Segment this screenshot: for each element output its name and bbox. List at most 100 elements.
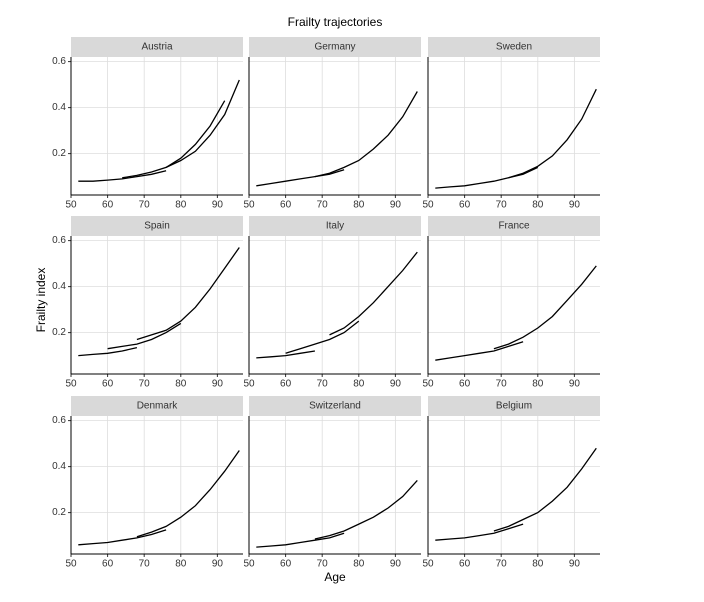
x-tick-label: 60 <box>102 379 114 390</box>
panel-title: Austria <box>141 42 173 53</box>
strip <box>428 37 600 57</box>
x-tick-label: 50 <box>243 379 255 390</box>
trajectory-line <box>256 532 345 548</box>
chart-title: Frailty trajectories <box>288 15 383 29</box>
x-tick-label: 70 <box>139 379 151 390</box>
panel-title: Italy <box>326 221 344 232</box>
x-tick-label: 50 <box>422 379 434 390</box>
x-tick-label: 80 <box>353 379 365 390</box>
x-tick-label: 80 <box>175 379 187 390</box>
x-tick-label: 50 <box>422 559 434 570</box>
x-tick-label: 60 <box>102 200 114 211</box>
x-tick-label: 70 <box>317 559 329 570</box>
y-tick-label: 0.4 <box>52 281 66 292</box>
x-tick-label: 80 <box>532 200 544 211</box>
x-tick-label: 70 <box>139 200 151 211</box>
x-tick-label: 80 <box>532 559 544 570</box>
strip <box>71 216 243 236</box>
x-tick-label: 80 <box>175 200 187 211</box>
panel-title: Denmark <box>137 401 179 412</box>
x-tick-label: 70 <box>496 559 508 570</box>
y-tick-label: 0.6 <box>52 415 66 426</box>
x-tick-label: 50 <box>65 200 77 211</box>
panel-title: Switzerland <box>309 401 361 412</box>
trajectory-line <box>256 169 345 187</box>
strip <box>71 396 243 416</box>
x-tick-label: 90 <box>390 559 402 570</box>
trajectory-line <box>78 170 167 182</box>
panel-bg <box>71 236 243 374</box>
trajectory-line <box>285 320 360 354</box>
x-tick-label: 80 <box>353 200 365 211</box>
trajectory-line <box>136 450 240 538</box>
x-tick-label: 90 <box>569 379 581 390</box>
y-tick-label: 0.6 <box>52 56 66 67</box>
panel-title: Spain <box>144 221 170 232</box>
x-tick-label: 90 <box>390 379 402 390</box>
strip <box>249 216 421 236</box>
strip <box>428 216 600 236</box>
x-tick-label: 50 <box>65 379 77 390</box>
panel-bg <box>428 416 600 554</box>
x-tick-label: 60 <box>459 200 471 211</box>
strip <box>71 37 243 57</box>
x-tick-label: 90 <box>390 200 402 211</box>
x-tick-label: 90 <box>569 559 581 570</box>
panel-bg <box>249 416 421 554</box>
y-tick-label: 0.4 <box>52 102 66 113</box>
x-tick-label: 70 <box>496 379 508 390</box>
x-tick-label: 90 <box>212 379 224 390</box>
trajectory-line <box>435 341 524 361</box>
x-tick-label: 60 <box>280 559 292 570</box>
x-tick-label: 60 <box>280 200 292 211</box>
x-tick-label: 50 <box>65 559 77 570</box>
x-tick-label: 60 <box>459 559 471 570</box>
x-tick-label: 90 <box>212 559 224 570</box>
y-tick-label: 0.6 <box>52 235 66 246</box>
x-tick-label: 70 <box>317 379 329 390</box>
x-tick-label: 50 <box>243 559 255 570</box>
trajectory-line <box>165 79 240 168</box>
x-tick-label: 50 <box>243 200 255 211</box>
panel-title: Germany <box>314 42 355 53</box>
panel-title: France <box>498 221 530 232</box>
trajectory-line <box>329 251 418 336</box>
trajectory-line <box>435 166 539 189</box>
trajectory-line <box>314 479 418 540</box>
panel-bg <box>428 236 600 374</box>
panel-bg <box>428 57 600 195</box>
y-tick-label: 0.2 <box>52 327 66 338</box>
trajectory-line <box>107 322 182 350</box>
x-tick-label: 60 <box>280 379 292 390</box>
trajectory-line <box>435 523 524 541</box>
x-tick-label: 70 <box>317 200 329 211</box>
y-tick-label: 0.4 <box>52 461 66 472</box>
panel-title: Sweden <box>496 42 532 53</box>
x-tick-label: 90 <box>212 200 224 211</box>
x-tick-label: 80 <box>353 559 365 570</box>
y-tick-label: 0.2 <box>52 507 66 518</box>
trajectory-line <box>508 88 597 179</box>
trajectory-line <box>493 447 597 532</box>
x-tick-label: 70 <box>139 559 151 570</box>
x-tick-label: 60 <box>102 559 114 570</box>
x-tick-label: 50 <box>422 200 434 211</box>
x-tick-label: 70 <box>496 200 508 211</box>
x-tick-label: 80 <box>532 379 544 390</box>
trajectory-line <box>314 91 418 178</box>
trajectory-line <box>78 346 138 357</box>
trajectory-line <box>256 350 316 359</box>
trajectory-line <box>136 247 240 341</box>
panel-bg <box>71 57 243 195</box>
y-tick-label: 0.2 <box>52 148 66 159</box>
x-tick-label: 80 <box>175 559 187 570</box>
x-tick-label: 60 <box>459 379 471 390</box>
panel-title: Belgium <box>496 401 532 412</box>
strip <box>249 37 421 57</box>
strip <box>249 396 421 416</box>
trajectory-line <box>122 100 226 179</box>
panel-bg <box>249 236 421 374</box>
x-axis-label: Age <box>324 570 346 584</box>
